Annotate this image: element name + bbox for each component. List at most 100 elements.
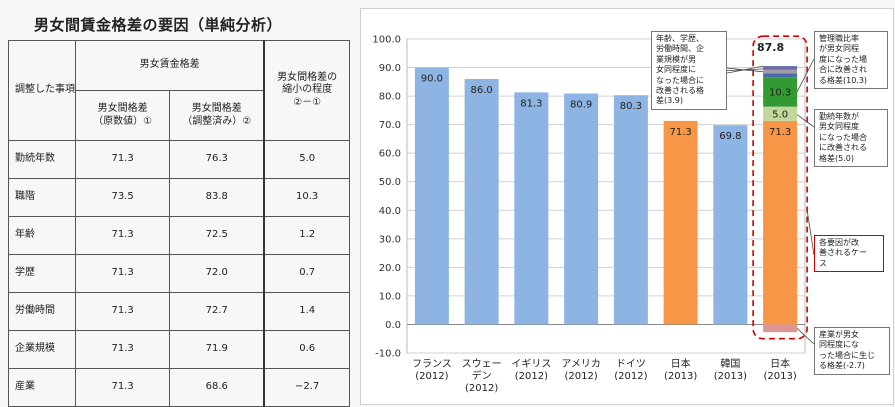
x-tick-label: ドイツ [616, 359, 646, 370]
stack-segment [763, 67, 798, 70]
y-tick-label: 0.0 [385, 320, 401, 331]
stack-segment-label: 5.0 [772, 109, 788, 120]
y-tick-label: 100.0 [372, 35, 401, 46]
y-tick-label: 10.0 [379, 291, 401, 302]
row-diff: 1.2 [263, 216, 351, 255]
stack-negative-segment [763, 324, 798, 333]
callout-pointer [806, 210, 815, 256]
row-adj: 68.6 [169, 368, 265, 407]
row-item: 職階 [8, 178, 76, 217]
stack-segment [763, 73, 798, 78]
row-diff: 0.7 [263, 254, 351, 293]
bar-value-label: 86.0 [470, 85, 492, 96]
row-item: 学歴 [8, 254, 76, 293]
bar [514, 92, 549, 325]
callout-tenure: 勤続年数が 男女同程度 になった場合 に改善される 格差(5.0) [814, 109, 888, 167]
stack-segment [763, 69, 798, 74]
bar [663, 120, 698, 325]
header-shrink: 男女間格差の 縮小の程度 ②－① [263, 40, 351, 141]
row-diff: 1.4 [263, 292, 351, 331]
row-adj: 72.0 [169, 254, 265, 293]
row-orig: 71.3 [74, 292, 171, 331]
header-adj: 男女間格差 （調整済み）② [169, 90, 265, 141]
table-row: 産業 71.3 68.6 −2.7 [8, 368, 351, 407]
header-item: 調整した事項 [8, 40, 76, 141]
y-tick-label: 60.0 [379, 149, 401, 160]
callout-rank: 管理職比率 が男女同程 度になった場 合に改善され る格差(10.3) [814, 31, 888, 89]
row-adj: 72.7 [169, 292, 265, 331]
bar-value-label: 69.8 [719, 131, 741, 142]
header-orig: 男女間格差 （原数値）① [74, 90, 171, 141]
stack-segment [763, 120, 798, 325]
row-orig: 71.3 [74, 254, 171, 293]
stack-segment-label: 71.3 [769, 127, 791, 138]
x-tick-label: (2012) [415, 371, 448, 382]
row-item: 勤続年数 [8, 140, 76, 179]
x-tick-label: (2012) [564, 371, 597, 382]
highlight-box [752, 35, 808, 340]
row-diff: 0.6 [263, 330, 351, 369]
table-row: 年齢 71.3 72.5 1.2 [8, 216, 351, 255]
x-tick-label: 日本 [671, 357, 691, 370]
table-row: 勤続年数 71.3 76.3 5.0 [8, 140, 351, 179]
table-row: 企業規模 71.3 71.9 0.6 [8, 330, 351, 369]
row-orig: 71.3 [74, 330, 171, 369]
row-diff: 10.3 [263, 178, 351, 217]
row-adj: 83.8 [169, 178, 265, 217]
header-group: 男女賃金格差 [75, 40, 265, 91]
stack-segment [763, 66, 798, 68]
y-tick-label: -10.0 [375, 349, 401, 360]
callout-cases: 各要因が改 善されるケー ス [814, 235, 884, 273]
row-orig: 71.3 [74, 216, 171, 255]
row-item: 企業規模 [8, 330, 76, 369]
y-tick-label: 50.0 [379, 177, 401, 188]
callout-industry: 産業が男女 同程度にな った場合に生じ る格差(-2.7) [814, 327, 890, 375]
table-body: 勤続年数 71.3 76.3 5.0 職階 73.5 83.8 10.3 年齢 71.3 72.5 1… [8, 140, 351, 407]
x-tick-label: アメリカ [561, 358, 601, 370]
row-item: 産業 [8, 368, 76, 407]
row-item: 労働時間 [8, 292, 76, 331]
bar [464, 78, 499, 325]
stack-segment-label: 10.3 [769, 87, 791, 98]
x-tick-label: 日本 [770, 357, 790, 370]
y-tick-label: 40.0 [379, 206, 401, 217]
row-item: 年齢 [8, 216, 76, 255]
bar-value-label: 80.3 [620, 101, 642, 112]
x-tick-label: (2012) [465, 383, 498, 394]
y-tick-label: 30.0 [379, 234, 401, 245]
x-tick-label: 韓国 [720, 358, 740, 370]
x-tick-label: (2013) [664, 371, 697, 382]
stack-total-label: 87.8 [757, 41, 785, 54]
row-orig: 71.3 [74, 140, 171, 179]
table-row: 学歴 71.3 72.0 0.7 [8, 254, 351, 293]
y-tick-label: 80.0 [379, 92, 401, 103]
callout-pointer [796, 58, 815, 92]
bar-value-label: 90.0 [421, 74, 443, 85]
table-title: 男女間賃金格差の要因（単純分析） [34, 16, 283, 34]
x-tick-label: デン [472, 369, 492, 382]
stack-segment [763, 77, 798, 107]
callout-pointer [796, 328, 815, 345]
bar-value-label: 71.3 [669, 127, 691, 138]
x-tick-label: フランス [412, 358, 452, 370]
bar-chart: 100.0 90.0 80.0 70.0 60.0 50.0 40.0 30.0 20.0 10.… [372, 35, 815, 394]
row-diff: −2.7 [263, 368, 351, 407]
bar [613, 95, 648, 325]
row-diff: 5.0 [263, 140, 351, 179]
table-row: 職階 73.5 83.8 10.3 [8, 178, 351, 217]
x-tick-label: (2012) [614, 371, 647, 382]
wage-gap-table: 調整した事項 男女賃金格差 男女間格差の 縮小の程度 ②－① 男女間格差 （原数… [8, 40, 351, 407]
y-tick-label: 90.0 [379, 63, 401, 74]
x-tick-label: スウェー [462, 358, 502, 370]
row-adj: 76.3 [169, 140, 265, 179]
callout-misc: 年齢、学歴、 労働時間、企 業規模が男 女同程度に なった場合に 改善される格 … [651, 31, 727, 110]
x-tick-label: (2013) [763, 371, 796, 382]
row-orig: 71.3 [74, 368, 171, 407]
x-tick-label: イギリス [511, 358, 551, 370]
callout-pointer [796, 114, 815, 128]
bar-value-label: 80.9 [570, 100, 592, 111]
bar [414, 67, 449, 325]
row-adj: 72.5 [169, 216, 265, 255]
stack-segment [763, 106, 798, 121]
table-panel: 男女間賃金格差の要因（単純分析） 調整した事項 男女賃金格差 男女間格差の 縮小… [8, 8, 358, 407]
